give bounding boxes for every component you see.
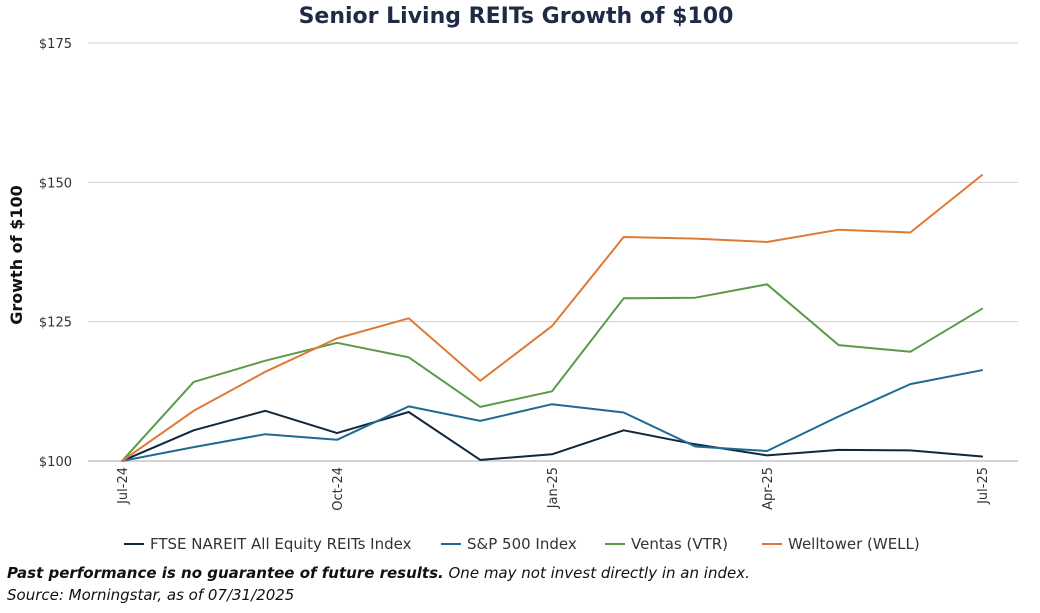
series-line-welltower-well bbox=[121, 174, 983, 462]
x-tick-label: Jul-25 bbox=[976, 467, 991, 505]
legend-label: Welltower (WELL) bbox=[788, 535, 920, 553]
legend-label: Ventas (VTR) bbox=[631, 535, 728, 553]
disclaimer-bold: Past performance is no guarantee of futu… bbox=[7, 564, 444, 582]
growth-chart: Senior Living REITs Growth of $100 Growt… bbox=[7, 4, 1018, 553]
x-tick-label: Apr-25 bbox=[761, 467, 776, 510]
footnote: Past performance is no guarantee of futu… bbox=[7, 562, 1027, 606]
y-tick-label: $175 bbox=[39, 37, 72, 52]
y-tick-label: $125 bbox=[39, 316, 72, 331]
y-tick-label: $100 bbox=[39, 455, 72, 470]
y-tick-label: $150 bbox=[39, 176, 72, 191]
series-lines bbox=[121, 174, 983, 462]
legend: FTSE NAREIT All Equity REITs Index S&P 50… bbox=[124, 535, 920, 553]
legend-label: FTSE NAREIT All Equity REITs Index bbox=[150, 535, 412, 553]
disclaimer-text: One may not invest directly in an index. bbox=[443, 564, 750, 582]
legend-label: S&P 500 Index bbox=[467, 535, 577, 553]
series-line-ventas-vtr bbox=[121, 283, 983, 462]
y-axis-ticks: $100 $125 $150 $175 bbox=[39, 37, 72, 470]
y-axis-label: Growth of $100 bbox=[7, 185, 26, 324]
disclaimer-line: Past performance is no guarantee of futu… bbox=[7, 562, 1027, 584]
series-line-s-p-500-index bbox=[121, 369, 983, 462]
source-note: Source: Morningstar, as of 07/31/2025 bbox=[7, 586, 295, 604]
x-tick-label: Jan-25 bbox=[546, 467, 561, 509]
chart-title: Senior Living REITs Growth of $100 bbox=[299, 4, 734, 29]
series-line-ftse-nareit-all-equity-reits-index bbox=[121, 409, 983, 462]
x-axis-ticks: Jul-24 Oct-24 Jan-25 Apr-25 Jul-25 bbox=[116, 467, 991, 511]
x-tick-label: Jul-24 bbox=[116, 467, 131, 505]
x-tick-label: Oct-24 bbox=[331, 467, 346, 511]
gridlines bbox=[88, 42, 1018, 462]
